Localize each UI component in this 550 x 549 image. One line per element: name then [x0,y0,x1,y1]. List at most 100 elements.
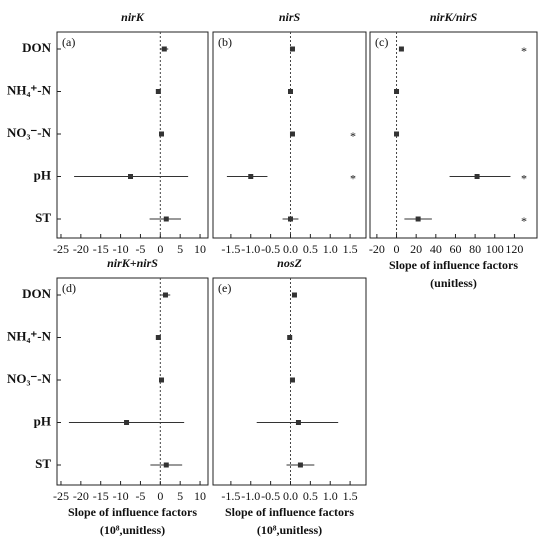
panel-frame [56,277,209,486]
x-tick-label: -1.5 [221,489,240,503]
panel-label: (b) [218,35,232,49]
x-axis-label: Slope of influence factors [68,505,197,519]
x-tick-label: 0.5 [303,489,318,503]
point-estimate [394,89,400,94]
x-axis-units: (10⁸,unitless) [257,523,322,537]
x-tick-label: -1.0 [241,489,260,503]
x-tick-label: 120 [505,242,523,256]
x-tick-label: 0.0 [283,489,298,503]
x-tick-label: -25 [53,242,69,256]
x-tick-label: -20 [73,242,89,256]
category-label: NO₃⁻-N [7,125,52,140]
x-tick-label: 1.0 [323,489,338,503]
category-label: pH [34,167,51,182]
x-tick-label: 1.0 [323,242,338,256]
x-tick-label: 10 [194,242,206,256]
significance-mark: * [521,44,527,58]
point-estimate [162,292,168,298]
point-estimate [394,131,400,137]
x-tick-label: 20 [410,242,422,256]
x-tick-label: -20 [73,489,89,503]
point-estimate [128,174,134,179]
point-estimate [248,174,254,179]
x-tick-label: 1.5 [343,242,358,256]
x-tick-label: -10 [113,489,129,503]
x-tick-label: 5 [177,242,183,256]
point-estimate [295,420,301,425]
category-label: DON [22,286,52,301]
significance-mark: * [521,214,527,228]
point-estimate [163,462,169,468]
x-tick-label: 40 [430,242,442,256]
point-estimate [289,46,295,52]
significance-mark: * [350,171,356,185]
panel-frame [212,277,367,486]
category-label: ST [35,210,51,225]
panel-title: nirK/nirS [430,10,478,24]
point-estimate [291,292,297,298]
x-axis-label: Slope of influence factors [389,258,518,272]
point-estimate [155,335,161,340]
category-label: NH₄⁺-N [7,82,52,97]
panel-frame [56,31,209,239]
x-tick-label: -0.5 [261,489,280,503]
point-estimate [289,377,295,383]
x-tick-label: -15 [93,489,109,503]
point-estimate [159,131,165,137]
x-tick-label: 0 [157,489,163,503]
significance-mark: * [350,129,356,143]
point-estimate [161,46,167,52]
panel-title: nirS [279,10,301,24]
point-estimate [289,131,295,137]
x-tick-label: -0.5 [261,242,280,256]
point-estimate [159,377,165,383]
point-estimate [124,420,130,425]
panel-label: (a) [62,35,75,49]
point-estimate [297,462,303,468]
x-tick-label: -15 [93,242,109,256]
significance-mark: * [521,171,527,185]
x-tick-label: -1.0 [241,242,260,256]
x-tick-label: 60 [449,242,461,256]
category-label: DON [22,40,52,55]
point-estimate [163,216,169,222]
category-label: ST [35,456,51,471]
x-tick-label: 5 [177,489,183,503]
category-label: NH₄⁺-N [7,328,52,343]
panel-label: (d) [62,281,76,295]
x-tick-label: 0 [157,242,163,256]
panel-label: (e) [218,281,231,295]
panel-title: nirK+nirS [107,256,158,270]
x-tick-label: -5 [135,489,145,503]
point-estimate [415,216,421,222]
x-axis-units: (unitless) [430,276,477,290]
panel-frame [369,31,538,239]
x-tick-label: -5 [135,242,145,256]
x-tick-label: 0.5 [303,242,318,256]
panel-title: nosZ [277,256,302,270]
point-estimate [474,174,480,179]
category-label: NO₃⁻-N [7,371,52,386]
x-axis-label: Slope of influence factors [225,505,354,519]
x-tick-label: 1.5 [343,489,358,503]
point-estimate [287,335,293,340]
point-estimate [398,46,404,52]
x-tick-label: 0.0 [283,242,298,256]
x-tick-label: 0 [394,242,400,256]
point-estimate [287,216,293,222]
panel-title: nirK [121,10,145,24]
x-tick-label: -20 [369,242,385,256]
x-tick-label: 80 [469,242,481,256]
panel-frame [212,31,367,239]
panel-label: (c) [375,35,388,49]
category-label: pH [34,413,51,428]
point-estimate [155,89,161,94]
x-tick-label: -10 [113,242,129,256]
x-axis-units: (10⁸,unitless) [100,523,165,537]
point-estimate [287,89,293,94]
x-tick-label: 100 [486,242,504,256]
x-tick-label: 10 [194,489,206,503]
x-tick-label: -25 [53,489,69,503]
x-tick-label: -1.5 [221,242,240,256]
